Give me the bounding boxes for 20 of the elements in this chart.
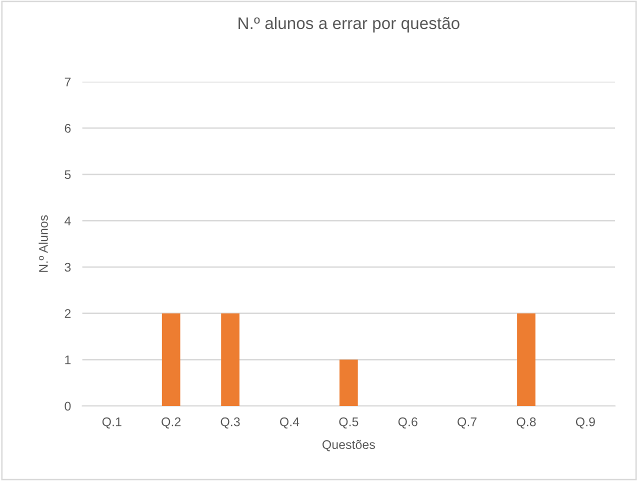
x-tick-label: Q.6	[398, 417, 418, 428]
x-tick-label: Q.2	[162, 417, 181, 428]
x-tick-label: Q.3	[220, 417, 240, 428]
x-tick-label: Q.4	[280, 417, 300, 428]
y-tick-label: 3	[64, 262, 71, 272]
chart-title: N.º alunos a errar por questão	[238, 16, 460, 32]
y-tick-label: 6	[64, 124, 71, 133]
x-tick-label: Q.9	[576, 417, 595, 428]
y-tick-label: 7	[64, 78, 71, 86]
y-tick-label: 2	[64, 309, 71, 318]
x-tick-label: Q.1	[102, 417, 122, 428]
x-tick-label: Q.8	[516, 417, 536, 428]
y-axis-title: N.º Alunos	[38, 215, 48, 272]
y-tick-label: 0	[64, 402, 71, 411]
y-tick-label: 4	[64, 216, 71, 226]
x-tick-label: Q.7	[458, 417, 476, 428]
x-axis-title: Questões	[322, 440, 375, 452]
y-tick-label: 1	[65, 356, 71, 364]
x-tick-label: Q.5	[339, 417, 358, 428]
y-tick-label: 5	[64, 170, 71, 180]
